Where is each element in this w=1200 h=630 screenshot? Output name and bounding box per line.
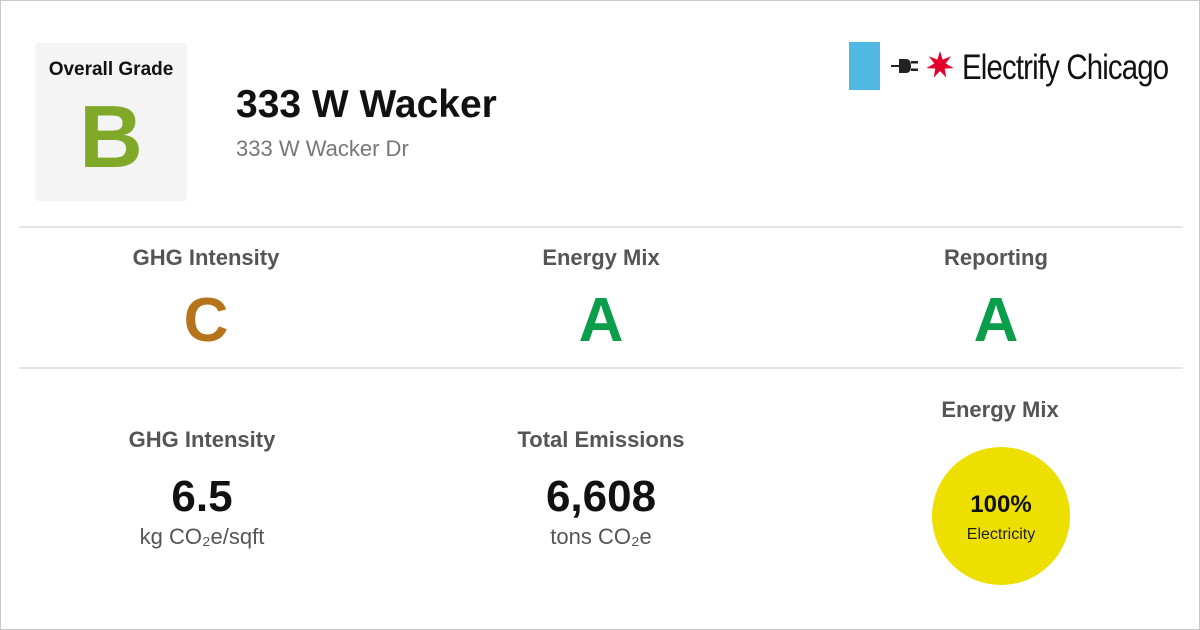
overall-grade-box: Overall Grade B [35, 43, 187, 201]
grade-title: Energy Mix [542, 245, 660, 270]
plug-icon [891, 59, 918, 73]
grade-title: Reporting [944, 245, 1048, 270]
stat-total-emissions: Total Emissions 6,608 tons CO₂e [451, 425, 751, 551]
grade-letter: A [973, 286, 1019, 355]
stat-value: 6,608 [545, 472, 657, 521]
building-address: 333 W Wacker Dr [236, 136, 409, 161]
grade-reporting: Reporting A [846, 243, 1146, 357]
logo-text: Electrify Chicago [962, 48, 1169, 87]
energy-mix-circle: 100% Electricity [932, 447, 1070, 585]
stat-unit: kg CO₂e/sqft [139, 524, 265, 549]
chicago-star-icon [926, 51, 954, 78]
logo-blue-bar [849, 42, 880, 90]
stat-unit: tons CO₂e [550, 524, 652, 549]
energy-mix-title: Energy Mix [941, 397, 1059, 422]
divider-top [19, 226, 1183, 228]
grade-letter: A [578, 286, 624, 355]
grade-letter: C [183, 286, 229, 355]
stat-value: 6.5 [171, 472, 233, 521]
overall-grade-letter: B [79, 87, 143, 186]
grade-energy-mix: Energy Mix A [451, 243, 751, 357]
stat-ghg-intensity: GHG Intensity 6.5 kg CO₂e/sqft [52, 425, 352, 551]
electrify-chicago-logo[interactable]: Electrify Chicago [849, 42, 1179, 90]
overall-grade-label: Overall Grade [48, 59, 174, 80]
grade-ghg-intensity: GHG Intensity C [56, 243, 356, 357]
energy-mix-section: Energy Mix [850, 395, 1150, 425]
building-name: 333 W Wacker [236, 83, 497, 126]
stat-title: Total Emissions [517, 427, 685, 452]
stat-title: GHG Intensity [128, 427, 276, 452]
energy-mix-percent: 100% [970, 491, 1032, 518]
grade-title: GHG Intensity [132, 245, 280, 270]
energy-mix-label: Electricity [966, 526, 1036, 543]
star-shape [926, 51, 954, 78]
divider-middle [19, 367, 1183, 369]
